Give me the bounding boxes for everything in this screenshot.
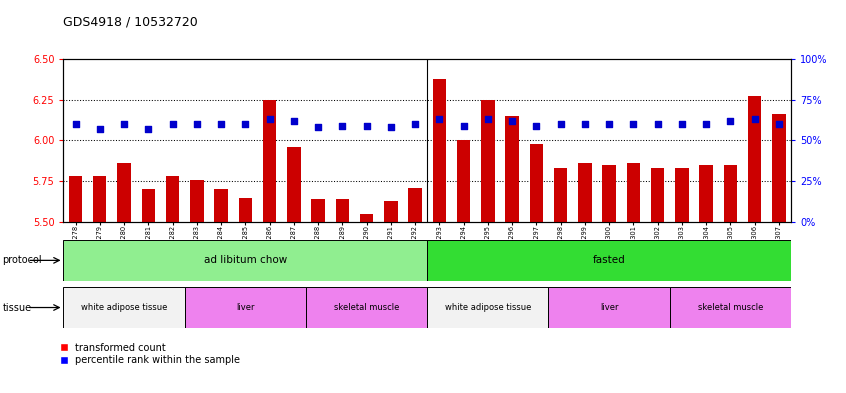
Bar <box>93 176 107 222</box>
Point <box>578 121 591 127</box>
Bar <box>239 198 252 222</box>
Bar <box>384 201 398 222</box>
Point <box>360 123 373 129</box>
Point <box>239 121 252 127</box>
Point <box>214 121 228 127</box>
Bar <box>505 116 519 222</box>
Bar <box>723 165 737 222</box>
Point <box>772 121 786 127</box>
Legend: transformed count, percentile rank within the sample: transformed count, percentile rank withi… <box>56 339 244 369</box>
Bar <box>409 188 422 222</box>
Bar <box>578 163 591 222</box>
Point <box>287 118 300 124</box>
Bar <box>530 144 543 222</box>
Point <box>409 121 422 127</box>
Bar <box>772 114 786 222</box>
Point <box>69 121 82 127</box>
Point <box>118 121 131 127</box>
Point <box>627 121 640 127</box>
Bar <box>427 287 548 328</box>
Bar <box>602 165 616 222</box>
Bar <box>700 165 713 222</box>
Bar <box>651 168 664 222</box>
Point <box>505 118 519 124</box>
Bar <box>548 287 670 328</box>
Point <box>141 126 155 132</box>
Text: liver: liver <box>600 303 618 312</box>
Point <box>263 116 277 123</box>
Point <box>554 121 568 127</box>
Bar <box>627 163 640 222</box>
Bar <box>360 214 373 222</box>
Point <box>190 121 204 127</box>
Bar <box>748 96 761 222</box>
Point <box>336 123 349 129</box>
Text: white adipose tissue: white adipose tissue <box>445 303 531 312</box>
Point <box>748 116 761 123</box>
Point <box>602 121 616 127</box>
Bar <box>306 287 427 328</box>
Bar <box>481 100 495 222</box>
Text: protocol: protocol <box>3 255 42 265</box>
Bar <box>432 79 446 222</box>
Point <box>651 121 664 127</box>
Text: white adipose tissue: white adipose tissue <box>81 303 168 312</box>
Bar <box>118 163 131 222</box>
Bar <box>184 287 306 328</box>
Bar <box>263 100 277 222</box>
Text: fasted: fasted <box>593 255 625 265</box>
Text: tissue: tissue <box>3 303 31 312</box>
Bar <box>63 287 184 328</box>
Bar <box>141 189 155 222</box>
Point <box>93 126 107 132</box>
Bar <box>214 189 228 222</box>
Text: ad libitum chow: ad libitum chow <box>204 255 287 265</box>
Bar <box>427 240 791 281</box>
Point <box>723 118 737 124</box>
Bar <box>63 240 427 281</box>
Bar <box>457 140 470 222</box>
Point <box>166 121 179 127</box>
Bar <box>190 180 204 222</box>
Text: liver: liver <box>236 303 255 312</box>
Bar <box>311 199 325 222</box>
Point <box>384 124 398 130</box>
Point <box>481 116 495 123</box>
Text: skeletal muscle: skeletal muscle <box>698 303 763 312</box>
Bar <box>69 176 82 222</box>
Point <box>530 123 543 129</box>
Bar <box>670 287 791 328</box>
Bar <box>287 147 300 222</box>
Point <box>675 121 689 127</box>
Bar <box>554 168 568 222</box>
Text: skeletal muscle: skeletal muscle <box>334 303 399 312</box>
Bar <box>166 176 179 222</box>
Point <box>432 116 446 123</box>
Point <box>700 121 713 127</box>
Bar <box>675 168 689 222</box>
Point <box>311 124 325 130</box>
Text: GDS4918 / 10532720: GDS4918 / 10532720 <box>63 16 198 29</box>
Point <box>457 123 470 129</box>
Bar <box>336 199 349 222</box>
